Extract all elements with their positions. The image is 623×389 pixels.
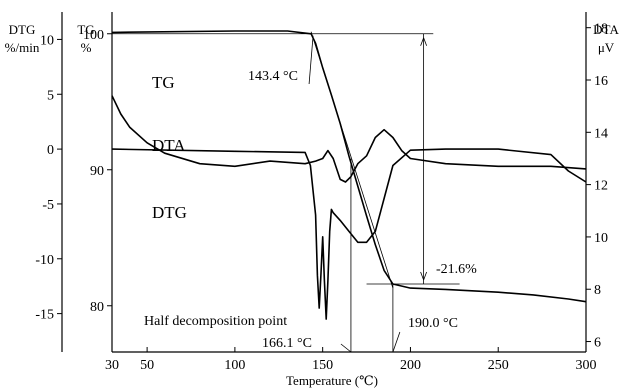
half-point-arrow [340,343,352,353]
dtg-tick-label-10: 10 [40,33,54,48]
dtg-tick-label-5: 5 [47,88,54,103]
curves-layer [111,30,587,320]
tg-tick-label-90: 90 [90,164,104,179]
labels-layer: DTG %/min TG % DTA μV Temperature (℃) TG… [5,22,620,388]
tg-tick-label-100: 100 [83,28,104,43]
annotation-end-temp: 190.0 °C [408,316,458,331]
dtg-tick-label--10: -10 [35,253,54,268]
annotation-half-point-temp: 166.1 °C [262,336,312,351]
x-axis-title: Temperature (℃) [286,373,378,388]
dta-axis-title-2: μV [598,40,615,55]
dta-tick-label-14: 14 [594,126,608,141]
annotation-mass-loss: -21.6% [436,262,477,277]
onset-pointer [308,35,314,85]
axes-layer: 30 50 100 150 200 250 3001050-5-10-15100908018… [35,12,608,373]
x-tick-label-250: 250 [488,358,509,373]
series-label-tg: TG [152,73,175,92]
dtg-tick-label--15: -15 [35,308,54,323]
series-line-dta [111,95,587,183]
x-tick-label-100: 100 [224,358,245,373]
dtg-tick-label--5: -5 [42,198,54,213]
mass-loss-arrow-top [420,37,427,46]
annotation-onset-temp: 143.4 °C [248,69,298,84]
x-tick-label-30: 30 [105,358,119,373]
x-tick-label-150: 150 [312,358,333,373]
dtg-axis-title-1: DTG [9,22,36,37]
series-line-dtg [111,148,587,320]
x-tick-label-50: 50 [140,358,154,373]
annotation-half-point-label: Half decomposition point [144,314,287,329]
x-tick-label-200: 200 [400,358,421,373]
mass-loss-arrow-bottom [420,271,427,281]
tg-tick-label-80: 80 [90,300,104,315]
dtg-tick-label-0: 0 [47,143,54,158]
dta-tick-label-8: 8 [594,283,601,298]
dtg-axis-title-2: %/min [5,40,40,55]
tg-axis-title-1: TG [77,22,94,37]
dta-axis-title-1: DTA [593,22,619,37]
dta-tick-label-12: 12 [594,179,608,194]
dta-tick-label-18: 18 [594,22,608,37]
series-label-dtg: DTG [152,203,187,222]
tg-axis-title-2: % [81,40,92,55]
dta-tick-label-6: 6 [594,336,601,351]
series-line-tg [111,30,587,303]
x-tick-label-300: 300 [576,358,597,373]
series-label-dta: DTA [152,136,186,155]
end-temp-arrow [392,331,401,353]
dta-tick-label-16: 16 [594,74,608,89]
dta-tick-label-10: 10 [594,231,608,246]
